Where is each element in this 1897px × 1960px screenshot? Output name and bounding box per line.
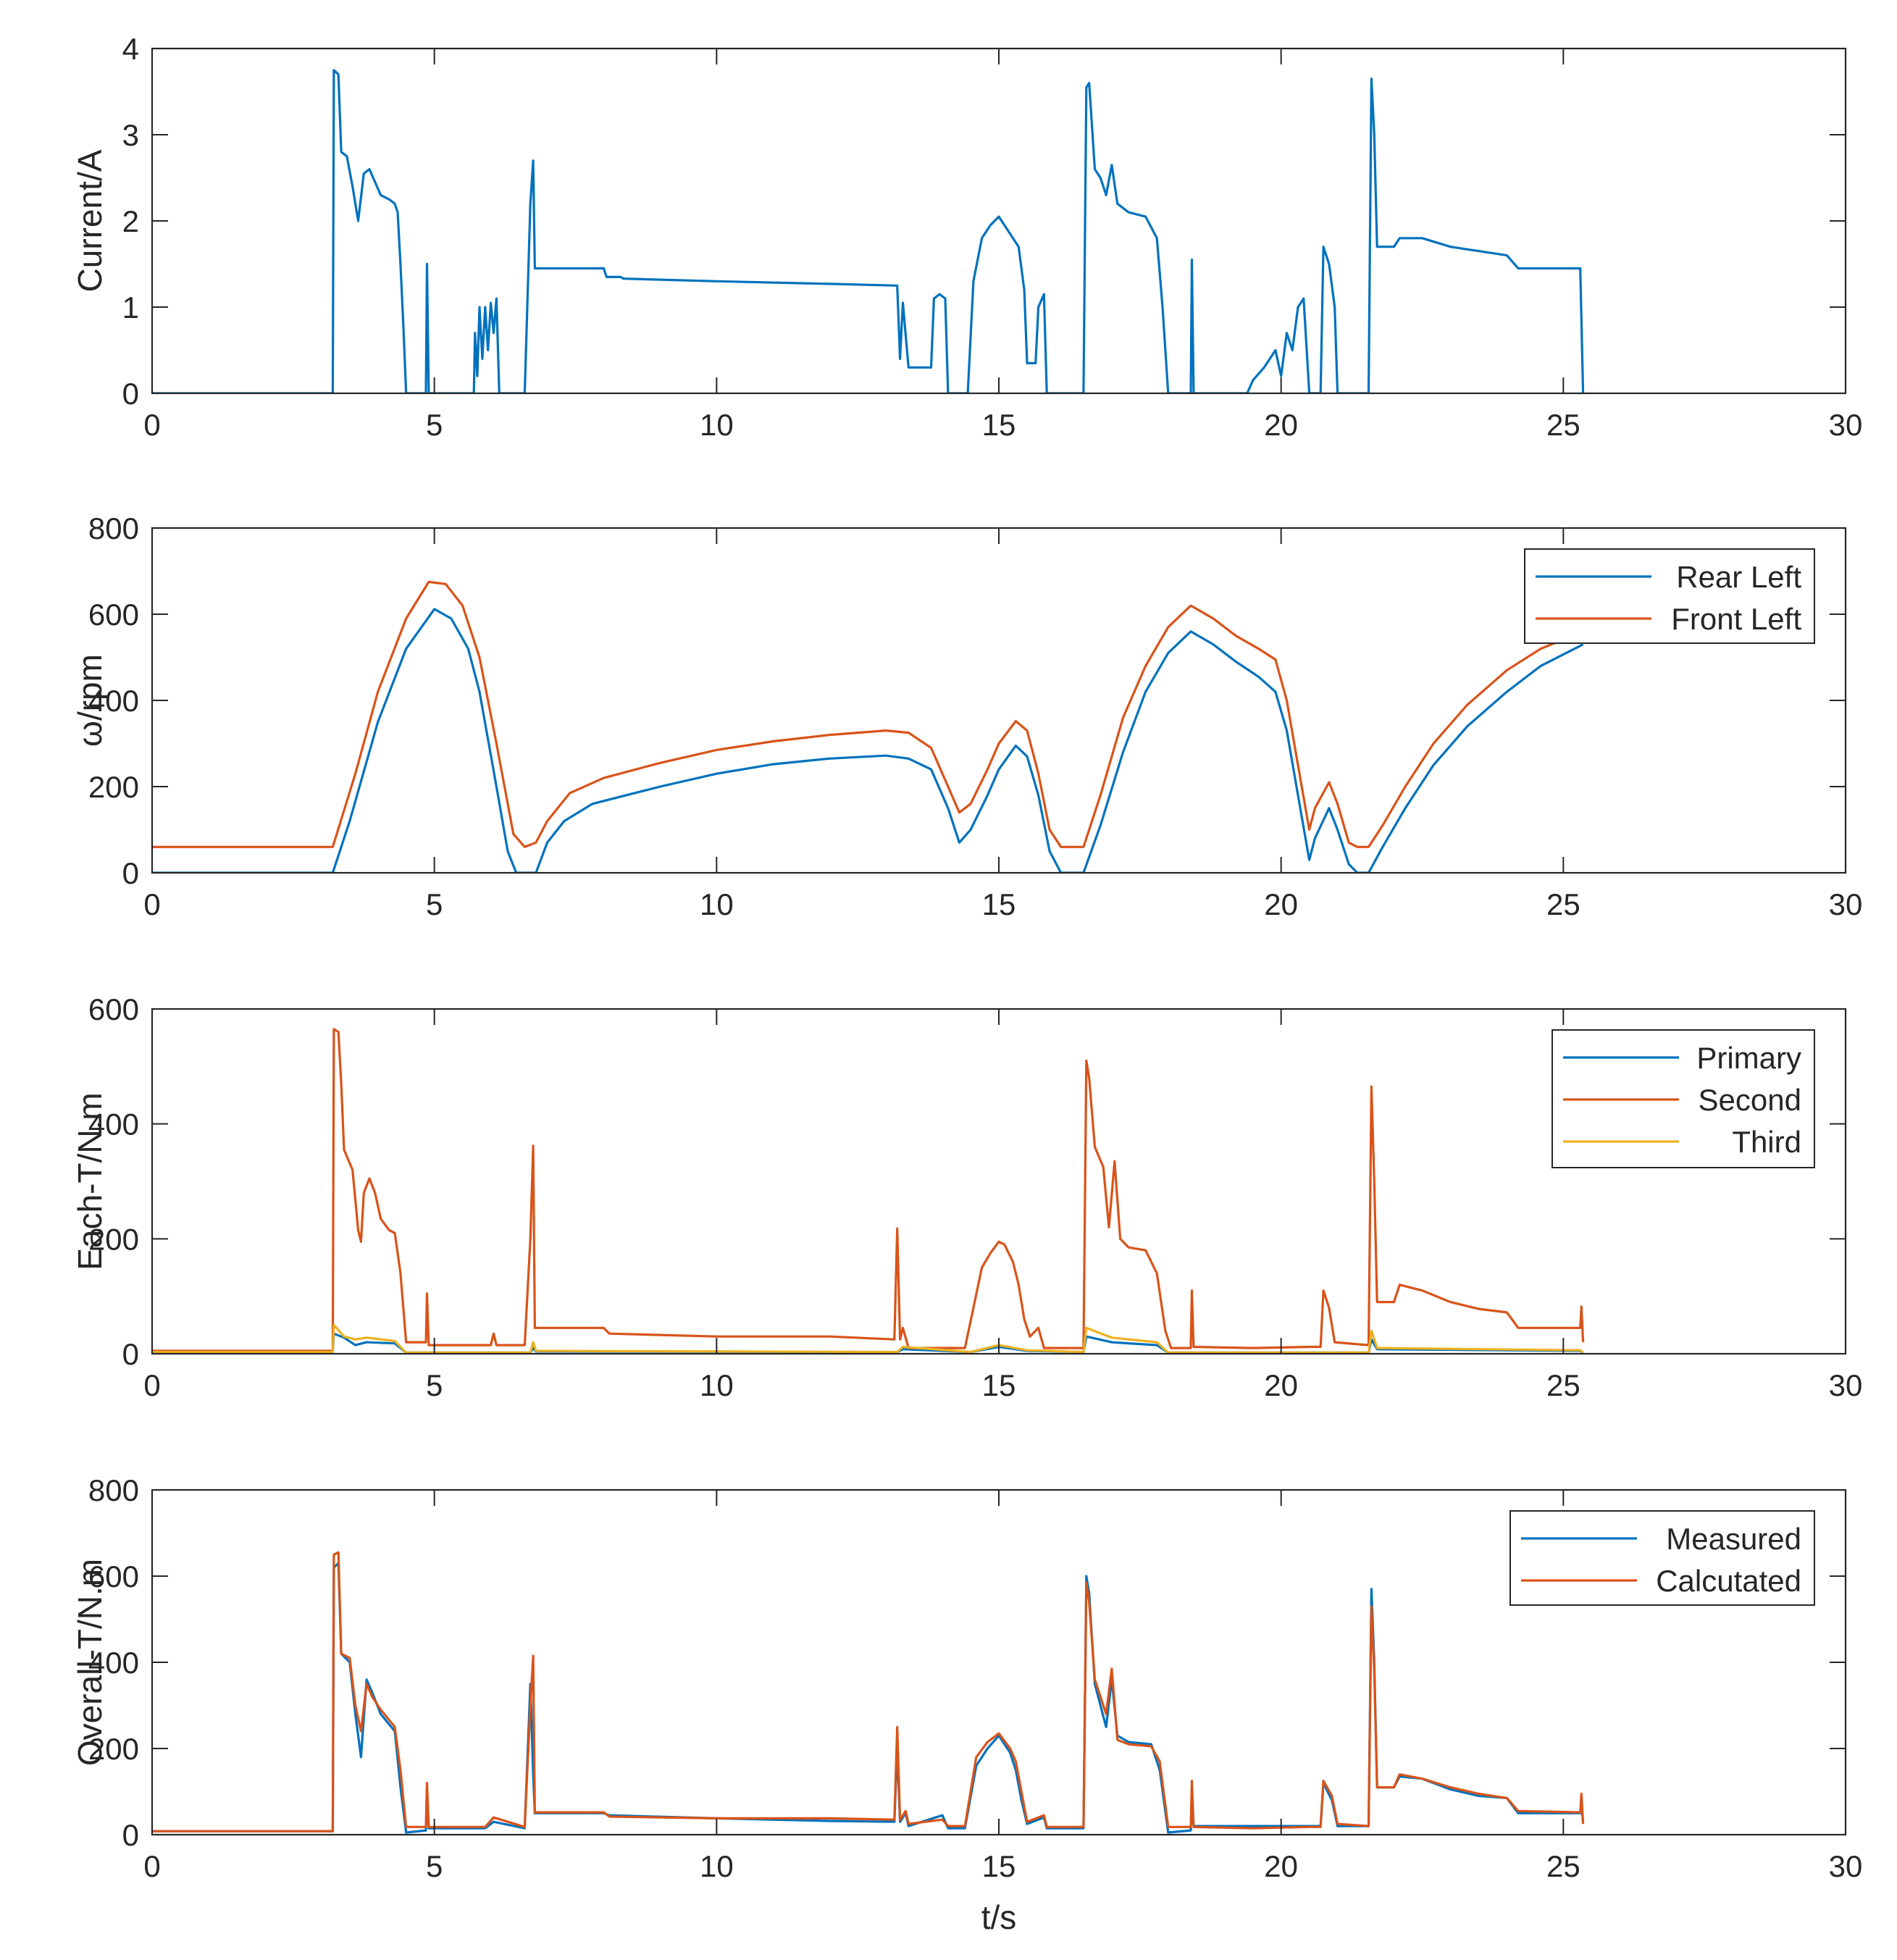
series-group [152,1028,1585,1354]
x-axis-label: t/s [981,1898,1017,1936]
y-tick-label: 3 [122,118,139,152]
x-tick-label: 15 [982,887,1016,921]
x-tick-label: 30 [1829,887,1863,921]
x-tick-label: 25 [1546,1368,1580,1402]
y-tick-label: 4 [122,32,139,66]
x-tick-label: 20 [1264,408,1298,442]
x-tick-label: 25 [1546,408,1580,442]
legend: Rear Left Front Left [1524,548,1815,644]
x-tick-label: 20 [1264,1849,1298,1883]
y-axis-label: Each-T/N.m [71,1092,109,1270]
x-tick-label: 0 [143,1849,160,1883]
y-tick-label: 400 [88,684,139,718]
series-line-third [152,1323,1584,1354]
y-tick-label: 0 [122,377,139,411]
y-tick-label: 600 [88,1559,139,1593]
chart-each-torque: 0 5 10 15 20 25 30 0 200 400 600 Each-T/N.m Primary S… [71,992,1862,1402]
series-line-second [152,1028,1585,1352]
y-tick-label: 200 [88,1222,139,1256]
chart-overall-torque: 0 5 10 15 20 25 30 0 200 400 600 800 Overall-T/N.m t/… [71,1473,1862,1936]
y-axis-label: Current/A [71,149,109,292]
legend: Measured Calcutated [1509,1510,1815,1606]
y-tick-label: 200 [88,1732,139,1766]
x-tick-label: 25 [1546,1849,1580,1883]
legend: Primary Second Third [1551,1029,1815,1168]
legend-label: Primary [1696,1041,1801,1075]
series-line-current [152,69,1585,393]
legend-label: Rear Left [1676,560,1801,594]
x-tick-label: 15 [982,408,1016,442]
y-tick-label: 800 [88,511,139,545]
x-tick-label: 5 [426,408,443,442]
x-tick-label: 20 [1264,887,1298,921]
y-tick-label: 800 [88,1473,139,1507]
y-axis-label: Overall-T/N.m [71,1559,109,1766]
x-tick-label: 10 [700,887,734,921]
legend-label: Second [1699,1083,1801,1117]
y-tick-label: 0 [122,856,139,890]
y-tick-label: 600 [88,598,139,632]
chart-speed: 0 5 10 15 20 25 30 0 200 400 600 800 ω/rpm Rear Left F… [71,511,1862,921]
x-tick-label: 25 [1546,887,1580,921]
y-tick-label: 400 [88,1107,139,1142]
x-tick-label: 30 [1829,1849,1863,1883]
y-tick-label: 1 [122,290,139,324]
y-tick-label: 200 [88,770,139,804]
legend-label: Third [1732,1125,1801,1159]
legend-label: Calcutated [1656,1564,1801,1598]
x-tick-label: 30 [1829,1368,1863,1402]
x-tick-label: 15 [982,1849,1016,1883]
series-line-calcutated [152,1551,1585,1833]
x-tick-label: 0 [143,408,160,442]
x-tick-label: 0 [143,887,160,921]
y-tick-label: 600 [88,992,139,1026]
x-tick-label: 10 [700,408,734,442]
y-tick-label: 400 [88,1646,139,1680]
y-tick-label: 0 [122,1337,139,1371]
x-tick-label: 5 [426,887,443,921]
legend-label: Front Left [1671,602,1801,636]
x-tick-label: 15 [982,1368,1016,1402]
series-group [152,1551,1585,1834]
legend-box [1524,548,1815,644]
y-axis-label: ω/rpm [71,654,109,747]
series-group [152,69,1585,393]
plot-area [152,49,1846,393]
legend-box [1509,1510,1815,1606]
y-tick-label: 2 [122,204,139,238]
series-line-front-left [152,580,1584,848]
x-tick-label: 30 [1829,408,1863,442]
series-group [152,580,1584,873]
x-tick-label: 20 [1264,1368,1298,1402]
legend-label: Measured [1666,1522,1801,1556]
series-line-rear-left [152,608,1584,873]
chart-current: 0 5 10 15 20 25 30 0 1 2 3 4 Current/A [71,32,1862,442]
x-tick-label: 0 [143,1368,160,1402]
y-tick-label: 0 [122,1818,139,1852]
x-tick-label: 5 [426,1368,443,1402]
x-tick-label: 5 [426,1849,443,1883]
x-tick-label: 10 [700,1849,734,1883]
x-tick-label: 10 [700,1368,734,1402]
